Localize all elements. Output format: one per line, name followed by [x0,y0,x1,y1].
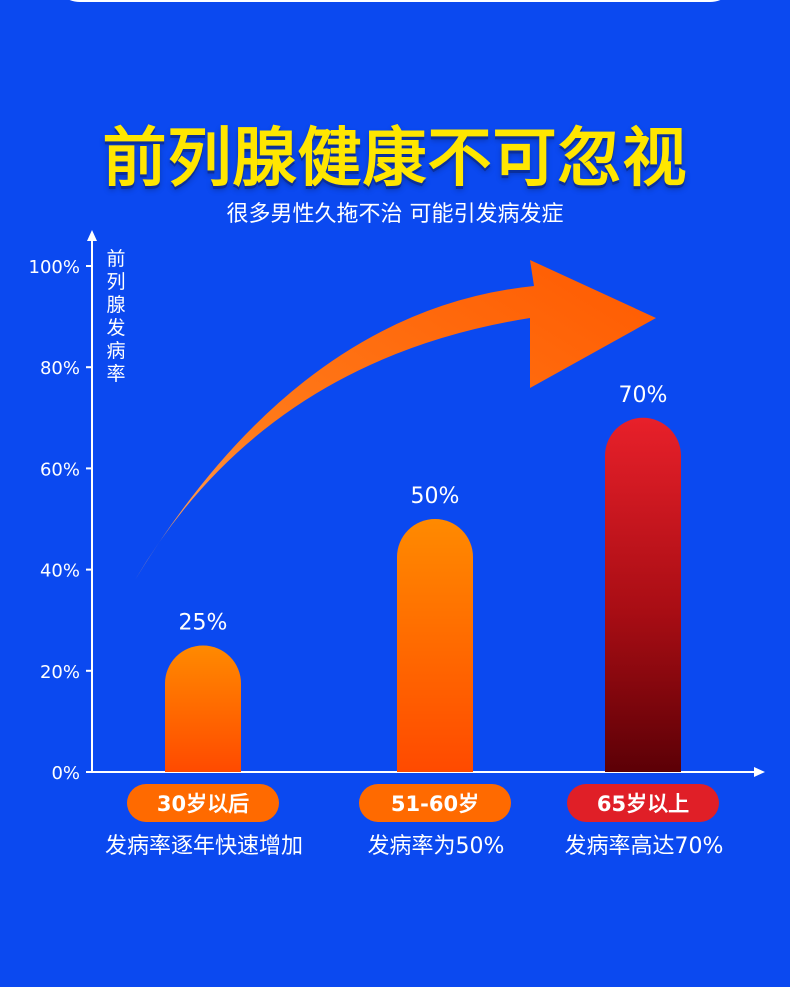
y-axis-label: 前列腺发病率 [106,248,126,385]
y-tick-label: 20% [40,662,80,683]
category-description: 发病率为50% [367,834,505,859]
bar-3 [605,417,681,772]
page-subtitle: 很多男性久拖不治 可能引发病发症 [226,202,564,227]
y-tick-label: 100% [29,257,80,278]
bar-value-label: 70% [619,383,668,408]
category-pill: 51-60岁 [359,784,511,822]
category-pill: 30岁以后 [127,784,279,822]
bar-value-label: 50% [411,484,460,509]
trend-arrow-icon [135,260,656,580]
category-description: 发病率高达70% [564,834,724,859]
bar-2 [397,519,473,772]
y-tick-label: 0% [51,763,80,784]
top-card [52,0,738,2]
y-tick-label: 60% [40,459,80,480]
bar-value-label: 25% [179,611,228,636]
x-axis-arrow-icon [754,767,765,777]
category-description: 发病率逐年快速增加 [104,834,303,859]
y-tick-label: 80% [40,358,80,379]
page-title: 前列腺健康不可忽视 [102,122,688,196]
y-axis-arrow-icon [87,230,97,241]
bar-1 [165,645,241,772]
y-tick-label: 40% [40,561,80,582]
category-pill: 65岁以上 [567,784,719,822]
